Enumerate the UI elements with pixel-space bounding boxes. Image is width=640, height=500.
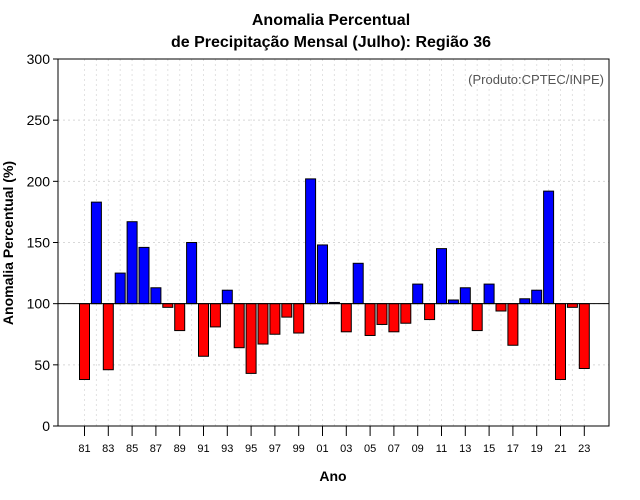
y-tick-label: 300 bbox=[27, 51, 51, 67]
bar-15 bbox=[483, 283, 495, 305]
bar-22 bbox=[566, 303, 578, 308]
x-tick-label: 23 bbox=[578, 443, 590, 455]
y-tick-label: 100 bbox=[27, 296, 51, 312]
bar-86 bbox=[138, 246, 150, 305]
x-tick-label: 93 bbox=[221, 443, 233, 455]
x-tick-label: 05 bbox=[364, 443, 376, 455]
x-tick-label: 19 bbox=[531, 443, 543, 455]
bar-92 bbox=[209, 303, 221, 328]
bar-17 bbox=[507, 303, 519, 346]
bar-13 bbox=[459, 287, 471, 305]
chart-title: Anomalia Percentual bbox=[252, 12, 410, 29]
bar-84 bbox=[114, 272, 126, 305]
x-tick-label: 11 bbox=[436, 443, 447, 455]
x-tick-label: 13 bbox=[459, 443, 471, 455]
bar-95 bbox=[245, 303, 257, 374]
y-tick-label: 250 bbox=[27, 112, 51, 128]
x-tick-label: 81 bbox=[78, 443, 90, 455]
bar-83 bbox=[102, 303, 114, 371]
bar-05 bbox=[364, 303, 376, 336]
bar-07 bbox=[388, 303, 400, 333]
x-tick-label: 95 bbox=[245, 443, 257, 455]
bar-11 bbox=[436, 248, 447, 305]
y-axis: 0 50 100 150 200 250 300 bbox=[27, 51, 58, 434]
chart-subtitle: de Precipitação Mensal (Julho): Região 3… bbox=[171, 34, 491, 51]
bar-03 bbox=[340, 303, 352, 333]
grid bbox=[58, 58, 609, 427]
bars bbox=[79, 178, 590, 381]
bar-90 bbox=[186, 242, 198, 305]
bar-89 bbox=[174, 303, 186, 332]
bar-93 bbox=[221, 289, 233, 305]
bar-19 bbox=[531, 289, 543, 305]
x-tick-label: 85 bbox=[126, 443, 138, 455]
bar-23 bbox=[578, 303, 590, 370]
x-tick-label: 09 bbox=[412, 443, 424, 455]
y-tick-label: 200 bbox=[27, 173, 51, 189]
y-axis-label: Anomalia Percentual (%) bbox=[0, 161, 16, 325]
x-tick-label: 07 bbox=[388, 443, 400, 455]
x-tick-label: 91 bbox=[197, 443, 209, 455]
y-tick-label: 0 bbox=[42, 418, 50, 434]
bar-09 bbox=[412, 283, 424, 305]
bar-96 bbox=[257, 303, 269, 345]
x-tick-label: 99 bbox=[293, 443, 305, 455]
bar-85 bbox=[126, 221, 138, 305]
x-tick-label: 03 bbox=[340, 443, 352, 455]
bar-04 bbox=[352, 262, 364, 305]
bar-18 bbox=[519, 298, 531, 305]
bar-91 bbox=[198, 303, 209, 357]
bar-20 bbox=[543, 190, 555, 305]
bar-10 bbox=[424, 303, 436, 321]
y-tick-label: 150 bbox=[27, 235, 51, 251]
bar-16 bbox=[495, 303, 507, 312]
x-tick-label: 17 bbox=[507, 443, 519, 455]
bar-94 bbox=[233, 303, 245, 349]
x-tick-label: 89 bbox=[174, 443, 186, 455]
bar-99 bbox=[293, 303, 305, 334]
bar-01 bbox=[317, 244, 328, 305]
x-axis: 81 83 85 87 89 91 93 95 97 99 01 03 05 07 09 11 13 15 17 19… bbox=[78, 426, 590, 455]
x-tick-label: 21 bbox=[554, 443, 566, 455]
bar-97 bbox=[269, 303, 281, 335]
bar-00 bbox=[305, 178, 317, 305]
bar-14 bbox=[471, 303, 483, 332]
bar-82 bbox=[90, 201, 102, 305]
bar-87 bbox=[150, 287, 162, 305]
bar-98 bbox=[281, 303, 293, 318]
bar-88 bbox=[162, 303, 174, 308]
y-tick-label: 50 bbox=[34, 357, 50, 373]
x-tick-label: 97 bbox=[269, 443, 281, 455]
x-tick-label: 15 bbox=[483, 443, 495, 455]
x-tick-label: 83 bbox=[102, 443, 114, 455]
x-axis-label: Ano bbox=[319, 468, 346, 484]
bar-81 bbox=[79, 303, 90, 381]
x-tick-label: 87 bbox=[150, 443, 162, 455]
bar-21 bbox=[555, 303, 566, 381]
bar-06 bbox=[376, 303, 388, 325]
credit-annotation: (Produto:CPTEC/INPE) bbox=[468, 72, 604, 87]
bar-08 bbox=[400, 303, 412, 324]
x-tick-label: 01 bbox=[316, 443, 328, 455]
bar-12 bbox=[447, 299, 459, 305]
